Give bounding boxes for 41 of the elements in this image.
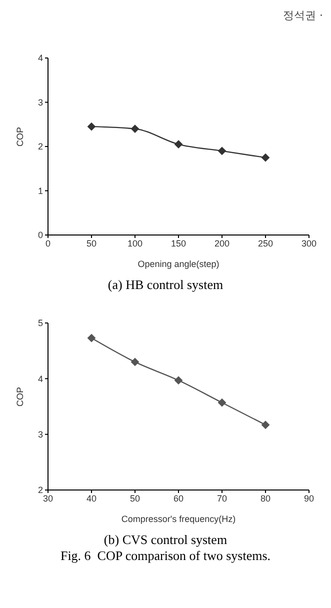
x-axis-title: Compressor's frequency(Hz) — [121, 514, 236, 524]
point — [88, 334, 96, 342]
y-axis-title: COP — [15, 126, 26, 146]
caption: Fig. 6 COP comparison of two systems. — [59, 548, 272, 564]
point — [218, 146, 226, 155]
text: (b) CVS control system — [102, 532, 228, 548]
x-tick-label: 150 — [170, 238, 186, 248]
x-tick-label: 250 — [258, 238, 274, 248]
x-tick-label: 100 — [127, 238, 143, 248]
x-tick-label: 300 — [301, 238, 317, 248]
y-tick-label: 2 — [38, 142, 43, 152]
point — [131, 124, 139, 133]
x-tick-label: 90 — [304, 493, 314, 504]
x-tick-label: 50 — [130, 493, 140, 504]
point — [131, 358, 139, 366]
x-tick-label: 50 — [86, 238, 97, 248]
y-tick-label: 3 — [38, 430, 43, 440]
point — [218, 398, 226, 407]
x-tick-label: 60 — [173, 493, 184, 504]
y-tick-label: 4 — [38, 53, 43, 64]
x-tick-label: 0 — [45, 238, 51, 248]
y-tick-label: 1 — [38, 186, 43, 196]
point — [262, 154, 270, 162]
text: (a) HB control system — [106, 277, 224, 293]
y-axis-title: COP — [15, 386, 26, 406]
point — [262, 420, 270, 429]
x-tick-label: 200 — [214, 238, 230, 248]
x-tick-label: 30 — [42, 493, 54, 504]
x-axis-title: Opening angle(step) — [138, 259, 220, 269]
text: 정석권 · — [282, 8, 323, 24]
x-tick-label: 80 — [260, 493, 271, 504]
y-tick-label: 5 — [38, 318, 43, 328]
x-tick-label: 40 — [86, 493, 97, 504]
point — [88, 122, 96, 131]
point — [174, 140, 182, 148]
x-tick-label: 70 — [216, 493, 228, 504]
y-tick-label: 2 — [38, 485, 43, 496]
y-tick-label: 4 — [38, 374, 43, 384]
point — [174, 376, 182, 384]
y-tick-label: 3 — [38, 97, 43, 108]
y-tick-label: 0 — [38, 230, 43, 240]
